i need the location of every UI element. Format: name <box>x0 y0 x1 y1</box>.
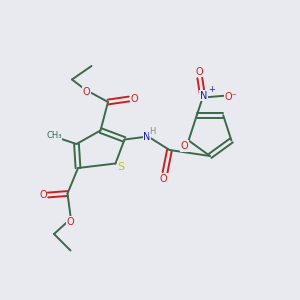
Text: O: O <box>39 190 47 200</box>
Text: N: N <box>200 91 207 101</box>
Text: N: N <box>143 131 151 142</box>
Text: O: O <box>82 86 90 97</box>
Text: O: O <box>67 217 74 227</box>
Text: O: O <box>180 141 188 151</box>
Text: CH₃: CH₃ <box>46 131 62 140</box>
Text: H: H <box>149 127 156 136</box>
Text: O: O <box>130 94 138 104</box>
Text: +: + <box>208 85 214 94</box>
Text: O: O <box>195 67 203 77</box>
Text: O⁻: O⁻ <box>224 92 237 102</box>
Text: S: S <box>117 162 124 172</box>
Text: O: O <box>160 173 167 184</box>
